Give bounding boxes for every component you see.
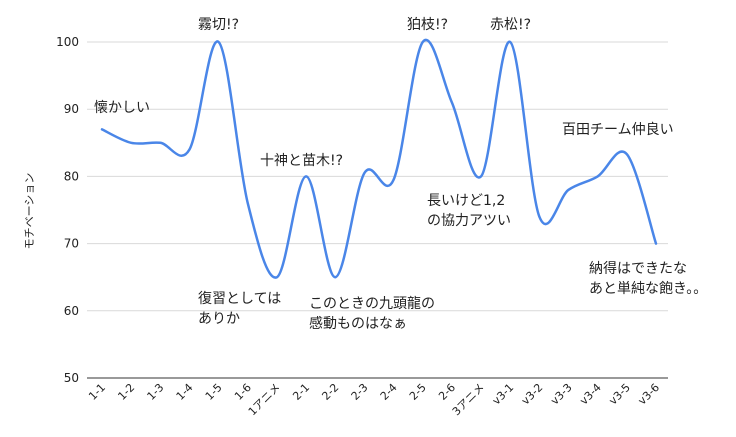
x-tick-label: 2-1 [290, 381, 312, 403]
annotation-review-1: 復習としては [198, 290, 281, 307]
annotation-togami-naegi: 十神と苗木!? [260, 153, 343, 169]
x-tick-label: 1-3 [145, 381, 167, 403]
y-tick-label: 100 [56, 35, 79, 49]
x-tick-label: 2-5 [407, 381, 429, 403]
x-tick-label: 1-5 [203, 381, 225, 403]
x-tick-label: 1-4 [174, 381, 196, 403]
x-tick-label: 1アニメ [246, 381, 283, 418]
y-tick-labels: 50 60 70 80 90 100 [56, 35, 79, 385]
x-tick-label: v3-5 [606, 381, 633, 408]
x-tick-label: 1-2 [115, 381, 137, 403]
annotation-komaeda: 狛枝!? [407, 17, 448, 33]
x-tick-label: 1-1 [86, 381, 108, 403]
annotation-akamatsu: 赤松!? [490, 17, 531, 33]
series-line-motivation [100, 38, 658, 279]
annotation-cooperation-1: 長いけど1,2 [427, 193, 505, 209]
x-tick-label: v3-6 [636, 381, 663, 408]
x-tick-label: v3-1 [490, 381, 517, 408]
y-tick-label: 80 [64, 169, 79, 183]
annotation-satisfied-1: 納得はできたな [589, 260, 687, 277]
annotation-satisfied-2: あと単純な飽き。。 [589, 280, 707, 297]
x-tick-label: 2-3 [349, 381, 371, 403]
x-tick-label: v3-4 [577, 381, 604, 408]
x-tick-label: 3アニメ [450, 381, 487, 418]
y-tick-label: 60 [64, 304, 79, 318]
y-axis-label: モチベーション [23, 173, 36, 250]
annotation-natsukashii: 懐かしい [94, 99, 150, 116]
annotation-kirigiri: 霧切!? [198, 17, 239, 33]
x-tick-label: v3-3 [548, 381, 575, 408]
x-tick-label: 2-4 [378, 381, 400, 403]
y-tick-label: 70 [64, 237, 79, 251]
y-tick-label: 50 [64, 371, 79, 385]
annotation-kuzuryu-2: 感動ものはなぁ [309, 315, 407, 332]
annotation-review-2: ありか [198, 311, 240, 327]
annotation-momota-team: 百田チーム仲良い [562, 122, 674, 138]
annotations: 懐かしい 霧切!? 十神と苗木!? 復習としては ありか このときの九頭龍の 感… [94, 17, 707, 332]
x-tick-label: 2-2 [319, 381, 341, 403]
x-tick-label: v3-2 [519, 381, 546, 408]
x-tick-label: 1-6 [232, 381, 254, 403]
annotation-cooperation-2: の協力アツい [427, 213, 511, 229]
annotation-kuzuryu-1: このときの九頭龍の [309, 295, 435, 312]
y-tick-label: 90 [64, 102, 79, 116]
x-tick-label: 2-6 [436, 381, 458, 403]
